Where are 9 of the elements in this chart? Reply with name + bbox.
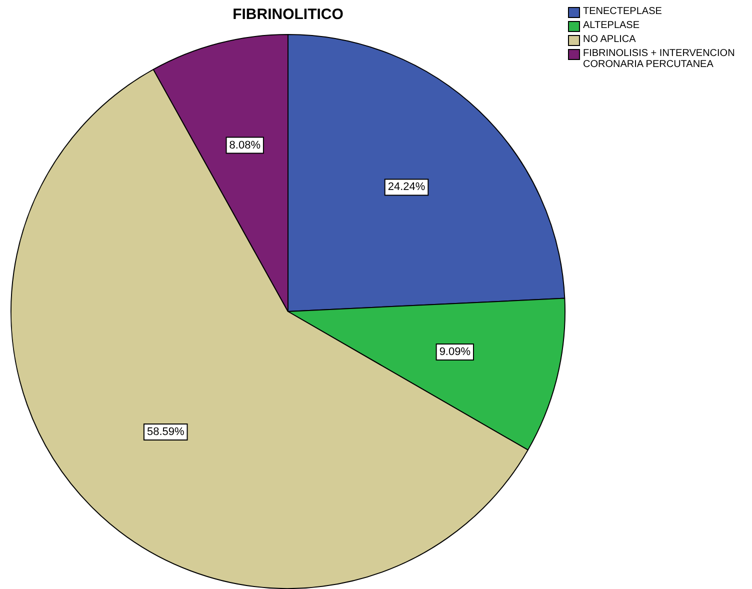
data-label: 24.24% (388, 181, 426, 194)
legend-label: ALTEPLASE (583, 20, 640, 31)
data-label: 9.09% (439, 346, 471, 358)
data-label: 8.08% (229, 139, 261, 152)
legend-label: FIBRINOLISIS + INTERVENCION CORONARIA PERCUTANEA (583, 48, 736, 70)
legend-label: NO APLICA (583, 34, 636, 45)
chart-title: FIBRINOLITICO (232, 6, 344, 23)
data-label: 58.59% (146, 426, 184, 438)
legend-label: TENECTEPLASE (583, 6, 662, 17)
